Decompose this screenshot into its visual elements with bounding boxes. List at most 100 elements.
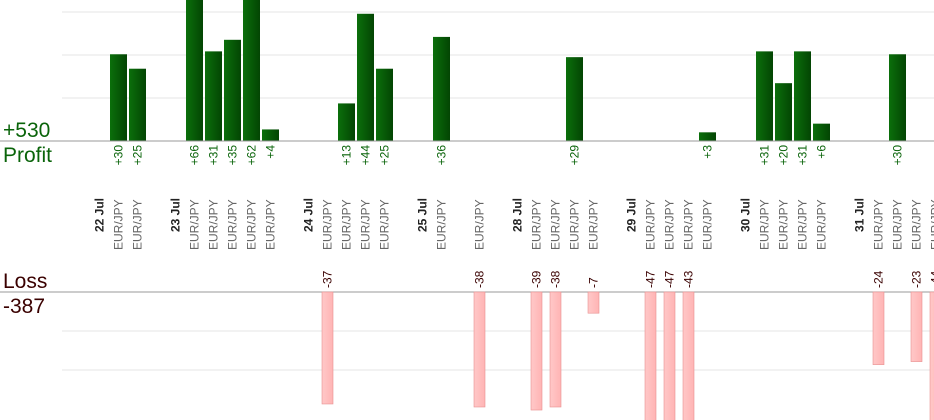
pair-label: EUR/JPY <box>188 199 202 250</box>
loss-bar <box>910 291 923 362</box>
pair-label: EUR/JPY <box>568 199 582 250</box>
profit-bar <box>243 0 260 141</box>
date-label: 22 Jul <box>93 198 107 232</box>
loss-value-label: -47 <box>644 270 658 288</box>
profit-value-label: +3 <box>701 145 715 159</box>
date-label: 28 Jul <box>511 198 525 232</box>
loss-value-label: -39 <box>530 270 544 288</box>
pair-label: EUR/JPY <box>378 199 392 250</box>
bars <box>110 0 934 420</box>
loss-value-label: -7 <box>587 277 601 288</box>
loss-value-label: -43 <box>682 270 696 288</box>
loss-bar <box>473 291 486 408</box>
profit-value-label: +4 <box>264 145 278 159</box>
date-label: 23 Jul <box>169 198 183 232</box>
pair-label: EUR/JPY <box>549 199 563 250</box>
profit-value-label: +25 <box>378 145 392 166</box>
date-label: 24 Jul <box>302 198 316 232</box>
pair-label: EUR/JPY <box>929 199 934 250</box>
loss-bar <box>549 291 562 408</box>
pair-label: EUR/JPY <box>340 199 354 250</box>
profit-bar <box>813 123 830 141</box>
profit-bar <box>357 13 374 142</box>
pair-label: EUR/JPY <box>644 199 658 250</box>
labels: 22 Jul EUR/JPY +30 EUR/JPY +25 23 Jul EUR/JPY +… <box>93 145 934 288</box>
date-label: 29 Jul <box>625 198 639 232</box>
profit-bar <box>110 54 127 142</box>
loss-value-label: -37 <box>321 270 335 288</box>
pair-label: EUR/JPY <box>682 199 696 250</box>
loss-bar <box>929 291 934 420</box>
pair-label: EUR/JPY <box>777 199 791 250</box>
pair-label: EUR/JPY <box>663 199 677 250</box>
loss-bar <box>321 291 334 405</box>
profit-bar <box>889 54 906 142</box>
profit-value-label: +44 <box>359 145 373 166</box>
loss-bar <box>663 291 676 420</box>
profit-value-label: +13 <box>340 145 354 166</box>
loss-bar <box>530 291 543 411</box>
pair-label: EUR/JPY <box>321 199 335 250</box>
pair-label: EUR/JPY <box>359 199 373 250</box>
pair-label: EUR/JPY <box>815 199 829 250</box>
profit-value-label: +31 <box>207 145 221 166</box>
profit-value-label: +20 <box>777 145 791 166</box>
loss-value-label: -38 <box>473 270 487 288</box>
pair-label: EUR/JPY <box>587 199 601 250</box>
loss-value-label: -23 <box>910 270 924 288</box>
date-label: 31 Jul <box>853 198 867 232</box>
profit-value-label: +36 <box>435 145 449 166</box>
pair-label: EUR/JPY <box>758 199 772 250</box>
pair-label: EUR/JPY <box>473 199 487 250</box>
profit-value-label: +35 <box>226 145 240 166</box>
loss-value-label: -47 <box>663 270 677 288</box>
profit-value-label: +66 <box>188 145 202 166</box>
loss-label: Loss <box>3 270 48 293</box>
loss-bar <box>587 291 600 314</box>
loss-value-label: -38 <box>549 270 563 288</box>
date-label: 25 Jul <box>416 198 430 232</box>
profit-bar <box>262 129 279 141</box>
profit-value-label: +25 <box>131 145 145 166</box>
profit-bar <box>129 68 146 141</box>
profit-total: +530 <box>3 119 51 142</box>
profit-bar <box>338 103 355 141</box>
loss-bar <box>682 291 695 420</box>
date-label: 30 Jul <box>739 198 753 232</box>
profit-bar <box>566 57 583 141</box>
pair-label: EUR/JPY <box>226 199 240 250</box>
profit-value-label: +62 <box>245 145 259 166</box>
pair-label: EUR/JPY <box>264 199 278 250</box>
loss-value-label: -44 <box>929 270 934 288</box>
profit-value-label: +29 <box>568 145 582 166</box>
loss-value-label: -24 <box>872 270 886 288</box>
loss-total: -387 <box>3 295 46 318</box>
pair-label: EUR/JPY <box>872 199 886 250</box>
profit-label: Profit <box>3 144 53 167</box>
profit-bar <box>775 83 792 141</box>
pair-label: EUR/JPY <box>207 199 221 250</box>
loss-bar <box>644 291 657 420</box>
profit-bar <box>186 0 203 141</box>
pair-label: EUR/JPY <box>245 199 259 250</box>
pair-label: EUR/JPY <box>131 199 145 250</box>
profit-value-label: +6 <box>815 145 829 159</box>
profit-value-label: +30 <box>112 145 126 166</box>
pair-label: EUR/JPY <box>910 199 924 250</box>
profit-value-label: +31 <box>796 145 810 166</box>
pair-label: EUR/JPY <box>435 199 449 250</box>
pair-label: EUR/JPY <box>891 199 905 250</box>
pair-label: EUR/JPY <box>701 199 715 250</box>
profit-bar <box>205 51 222 141</box>
profit-value-label: +30 <box>891 145 905 166</box>
profit-bar <box>756 51 773 141</box>
profit-bar <box>699 132 716 141</box>
profit-bar <box>224 39 241 141</box>
pair-label: EUR/JPY <box>112 199 126 250</box>
profit-bar <box>433 36 450 142</box>
pair-label: EUR/JPY <box>796 199 810 250</box>
loss-bar <box>872 291 885 365</box>
pair-label: EUR/JPY <box>530 199 544 250</box>
profit-bar <box>794 51 811 141</box>
